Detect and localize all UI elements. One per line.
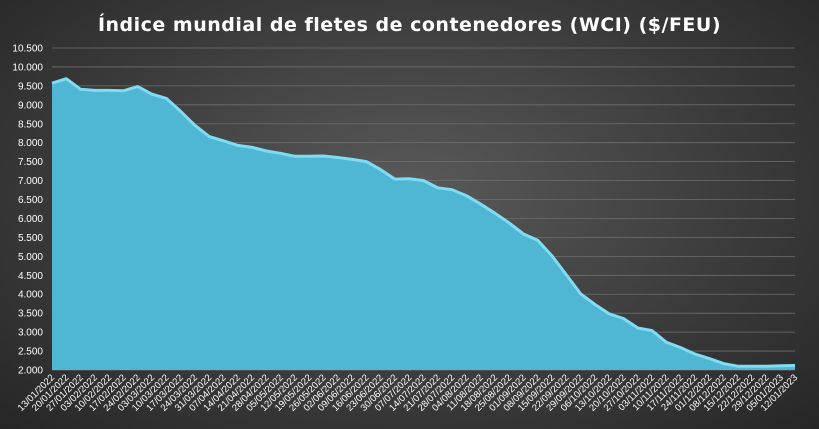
- y-tick-label: 5.000: [18, 252, 43, 263]
- y-tick-label: 7.000: [18, 176, 43, 187]
- area-fill: [52, 78, 795, 370]
- y-tick-label: 6.500: [18, 195, 43, 206]
- x-axis-ticks: 13/01/202220/01/202227/01/202203/02/2022…: [16, 372, 800, 413]
- y-tick-label: 3.500: [18, 309, 43, 320]
- y-tick-label: 8.500: [18, 119, 43, 130]
- y-tick-label: 7.500: [18, 157, 43, 168]
- y-tick-label: 10.500: [12, 44, 43, 55]
- y-tick-label: 2.000: [18, 366, 43, 377]
- y-tick-label: 3.000: [18, 328, 43, 339]
- y-tick-label: 8.000: [18, 138, 43, 149]
- area-series: [51, 77, 796, 370]
- y-tick-label: 4.000: [18, 290, 43, 301]
- chart-title: Índice mundial de fletes de contenedores…: [97, 14, 722, 36]
- y-tick-label: 9.000: [18, 100, 43, 111]
- y-tick-label: 2.500: [18, 347, 43, 358]
- y-tick-label: 9.500: [18, 81, 43, 92]
- y-tick-label: 6.000: [18, 214, 43, 225]
- y-axis-ticks: 2.000 2.500 3.000 3.500 4.000 4.500 5.000 5.500…: [12, 44, 43, 377]
- y-tick-label: 10.000: [12, 62, 43, 73]
- y-tick-label: 5.500: [18, 233, 43, 244]
- series-line: [51, 77, 796, 368]
- y-tick-label: 4.500: [18, 271, 43, 282]
